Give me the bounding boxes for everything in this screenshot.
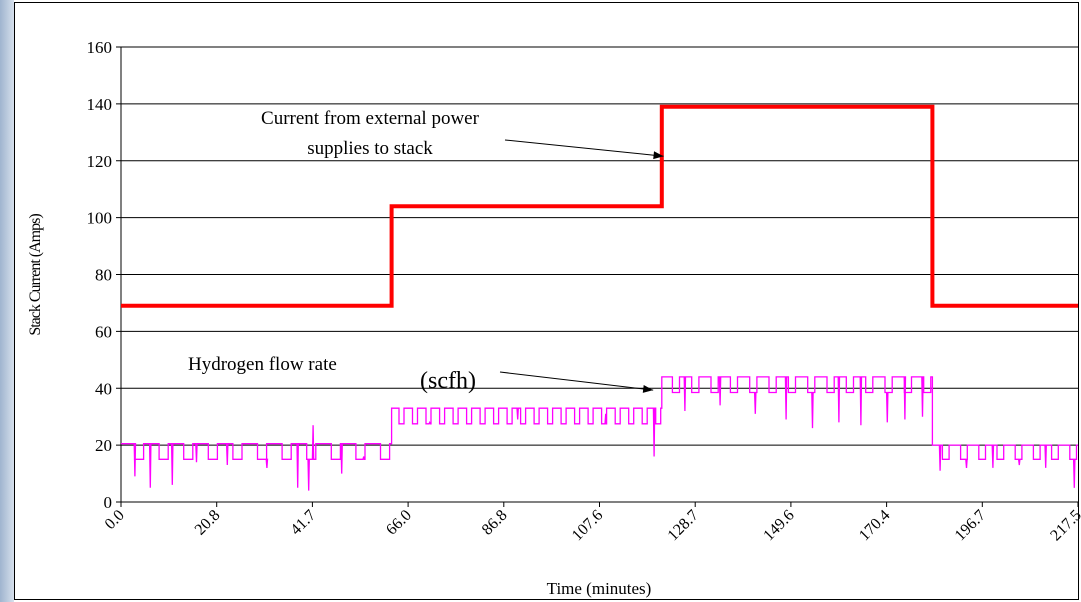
- y-tick-label: 60: [95, 322, 112, 341]
- annotation-hydrogen-arrow: [499, 371, 654, 391]
- annotation-hydrogen-arrowhead: [642, 384, 654, 393]
- y-tick-label: 40: [95, 379, 112, 398]
- y-tick-label: 20: [95, 436, 112, 455]
- x-tick-label: 128.7: [665, 507, 702, 544]
- x-axis-label: Time (minutes): [547, 579, 652, 598]
- y-axis-label: Stack Current (Amps): [27, 214, 44, 336]
- x-tick-label: 20.8: [192, 507, 224, 539]
- grid-lines: [121, 46, 1078, 446]
- annotation-current-line-2: supplies to stack: [307, 138, 433, 159]
- series: [121, 104, 1078, 491]
- x-tick-label: 86.8: [479, 507, 511, 539]
- x-tick-label: 196.7: [952, 507, 989, 544]
- y-tick-label: 100: [87, 209, 113, 228]
- x-tick-label: 107.6: [569, 507, 606, 544]
- x-tick-label: 217.5: [1047, 507, 1081, 544]
- x-tick-label: 170.4: [856, 507, 893, 544]
- y-tick-label: 80: [95, 266, 112, 285]
- annotation-scfh-label: (scfh): [420, 368, 476, 394]
- x-tick-labels: 0.0 20.8 41.7 66.0 86.8 107.6 128.7 149.6 170.4 1…: [102, 502, 1081, 544]
- y-tick-label: 0: [104, 493, 113, 512]
- x-tick-label: 66.0: [383, 507, 415, 539]
- y-tick-labels: 0 20 40 60 80 100 120 140 160: [87, 38, 121, 512]
- series-hydrogen-flow: [121, 376, 1078, 491]
- window-edge: [0, 0, 14, 602]
- annotation-current-arrowhead: [653, 151, 664, 160]
- annotations: Current from external power supplies to …: [188, 108, 664, 394]
- y-tick-label: 160: [87, 38, 113, 57]
- y-tick-label: 140: [87, 95, 113, 114]
- annotation-current-arrow: [504, 139, 664, 157]
- series-stack-current: [121, 104, 1078, 308]
- annotation-current-line-1: Current from external power: [261, 108, 480, 129]
- annotation-hydrogen-label: Hydrogen flow rate: [188, 354, 337, 375]
- x-tick-label: 41.7: [287, 507, 319, 539]
- x-tick-label: 149.6: [760, 507, 797, 544]
- y-tick-label: 120: [87, 152, 113, 171]
